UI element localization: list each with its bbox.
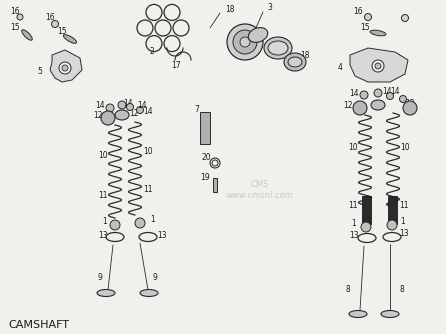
Text: 10: 10 [400, 144, 410, 153]
Text: 16: 16 [10, 7, 20, 16]
Text: 13: 13 [98, 230, 108, 239]
Text: 14: 14 [143, 108, 153, 117]
Circle shape [135, 218, 145, 228]
Polygon shape [50, 50, 82, 82]
Text: 14: 14 [137, 101, 147, 110]
Text: 8: 8 [346, 286, 351, 295]
Text: 14: 14 [349, 89, 359, 98]
Circle shape [364, 13, 372, 20]
Text: 13: 13 [349, 231, 359, 240]
Text: 17: 17 [171, 60, 181, 69]
Circle shape [106, 104, 114, 112]
Circle shape [375, 63, 381, 69]
Text: 16: 16 [353, 7, 363, 16]
Circle shape [387, 220, 397, 230]
Ellipse shape [371, 100, 385, 110]
Text: 3: 3 [268, 3, 273, 12]
Circle shape [101, 111, 115, 125]
Text: 7: 7 [194, 106, 199, 115]
Text: 16: 16 [45, 13, 55, 22]
Text: 11: 11 [143, 185, 153, 194]
Text: 12: 12 [93, 112, 103, 121]
Text: 14: 14 [95, 102, 105, 111]
Circle shape [118, 101, 126, 109]
Text: 11: 11 [348, 200, 358, 209]
Text: 18: 18 [300, 50, 310, 59]
Circle shape [374, 89, 382, 97]
Circle shape [51, 20, 58, 27]
Text: CMS
www.cmsnl.com: CMS www.cmsnl.com [226, 180, 294, 200]
Text: 8: 8 [400, 286, 405, 295]
Ellipse shape [349, 311, 367, 318]
Text: 15: 15 [57, 27, 67, 36]
Text: 5: 5 [37, 67, 42, 76]
Circle shape [360, 91, 368, 99]
Circle shape [110, 220, 120, 230]
Text: 15: 15 [360, 23, 370, 32]
Text: 14: 14 [123, 99, 133, 108]
Circle shape [361, 222, 371, 232]
Text: 14: 14 [382, 87, 392, 96]
Ellipse shape [97, 290, 115, 297]
Circle shape [400, 96, 406, 103]
Circle shape [353, 101, 367, 115]
Text: 13: 13 [399, 229, 409, 238]
Text: 10: 10 [348, 144, 358, 153]
Text: 10: 10 [143, 148, 153, 157]
Text: 10: 10 [98, 151, 108, 160]
Text: CAMSHAFT: CAMSHAFT [8, 320, 69, 330]
Ellipse shape [63, 35, 77, 43]
Text: 18: 18 [225, 5, 235, 14]
Ellipse shape [22, 30, 32, 40]
Ellipse shape [115, 110, 129, 120]
Text: 4: 4 [338, 63, 343, 72]
Text: 9: 9 [153, 274, 157, 283]
Circle shape [403, 101, 417, 115]
Text: 13: 13 [157, 231, 167, 240]
Text: 1: 1 [351, 219, 356, 228]
Text: 20: 20 [201, 154, 211, 163]
Text: 12: 12 [343, 102, 353, 111]
Ellipse shape [370, 30, 386, 36]
Text: 2: 2 [149, 47, 154, 56]
Text: 1: 1 [103, 217, 107, 226]
Bar [362, 196, 371, 224]
Bar [213, 178, 217, 192]
Text: 9: 9 [98, 274, 103, 283]
Circle shape [233, 30, 257, 54]
Bar [200, 112, 210, 144]
Text: 12: 12 [405, 99, 415, 108]
Ellipse shape [284, 53, 306, 71]
Text: 15: 15 [10, 23, 20, 32]
Ellipse shape [288, 57, 302, 67]
Ellipse shape [264, 37, 292, 59]
Circle shape [17, 14, 23, 20]
Ellipse shape [212, 160, 218, 166]
Ellipse shape [140, 290, 158, 297]
Text: 12: 12 [129, 109, 139, 118]
Circle shape [59, 62, 71, 74]
Text: 11: 11 [399, 200, 409, 209]
Ellipse shape [268, 41, 288, 55]
Text: 14: 14 [390, 87, 400, 96]
Text: 19: 19 [200, 173, 210, 182]
Text: 1: 1 [151, 215, 155, 224]
Circle shape [227, 24, 263, 60]
Text: 11: 11 [98, 190, 108, 199]
Ellipse shape [248, 28, 268, 42]
Circle shape [127, 104, 133, 111]
Circle shape [387, 93, 393, 100]
Ellipse shape [381, 311, 399, 318]
Circle shape [136, 107, 144, 114]
Circle shape [62, 65, 68, 71]
Text: 1: 1 [401, 217, 405, 226]
Circle shape [401, 14, 409, 21]
Polygon shape [350, 48, 408, 82]
Circle shape [240, 37, 250, 47]
Bar [388, 196, 396, 224]
Circle shape [372, 60, 384, 72]
